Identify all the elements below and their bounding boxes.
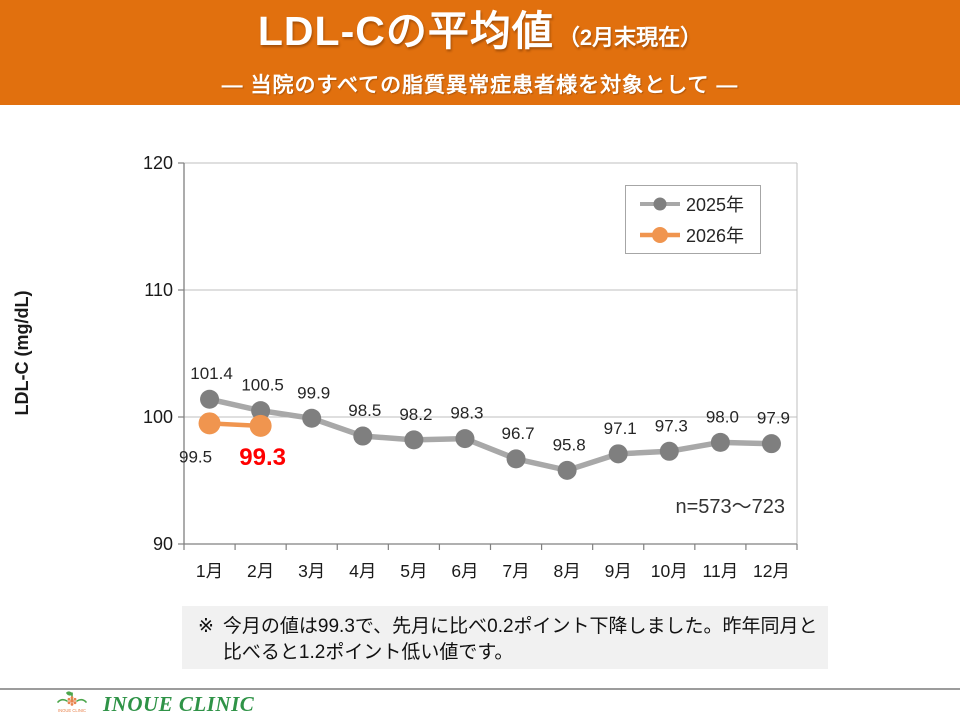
svg-text:97.1: 97.1 — [604, 419, 637, 438]
svg-text:96.7: 96.7 — [501, 424, 534, 443]
svg-text:99.9: 99.9 — [297, 383, 330, 402]
clinic-name: INOUE CLINIC — [103, 692, 255, 716]
page-title-main: LDL-Cの平均値 — [257, 8, 554, 54]
svg-text:120: 120 — [143, 153, 173, 173]
legend-label-2025: 2025年 — [686, 195, 745, 215]
note-line1: 今月の値は99.3で、先月に比べ0.2ポイント下降しました。昨年同月と — [222, 616, 818, 637]
page-subtitle: ― 当院のすべての脂質異常症患者様を対象として ― — [221, 74, 739, 97]
chart-legend: 2025年 2026年 — [625, 185, 761, 254]
svg-text:7月: 7月 — [502, 561, 529, 581]
svg-text:98.0: 98.0 — [706, 407, 739, 426]
svg-text:11月: 11月 — [703, 561, 739, 581]
y-axis-title: LDL-C (mg/dL) — [12, 290, 32, 416]
svg-text:5月: 5月 — [400, 561, 427, 581]
legend-swatch-orange — [640, 227, 680, 243]
logo-caption: INOUE CLINIC — [58, 708, 86, 713]
svg-text:12月: 12月 — [753, 561, 790, 581]
svg-text:2月: 2月 — [247, 561, 274, 581]
page-title: LDL-Cの平均値 （2月末現在） — [0, 6, 960, 66]
svg-text:98.5: 98.5 — [348, 401, 381, 420]
svg-text:100.5: 100.5 — [241, 376, 284, 395]
svg-text:10月: 10月 — [651, 561, 688, 581]
header-banner: LDL-Cの平均値 （2月末現在） ― 当院のすべての脂質異常症患者様を対象として… — [0, 0, 960, 105]
svg-text:95.8: 95.8 — [553, 435, 586, 454]
note-box: ※ 今月の値は99.3で、先月に比べ0.2ポイント下降しました。昨年同月と 比べ… — [182, 606, 828, 669]
svg-text:6月: 6月 — [451, 561, 478, 581]
sample-size-label: n=573～723 — [675, 496, 785, 518]
page-title-suffix: （2月末現在） — [557, 25, 703, 50]
svg-text:97.3: 97.3 — [655, 416, 688, 435]
legend-label-2026: 2026年 — [686, 226, 745, 246]
svg-text:98.2: 98.2 — [399, 405, 432, 424]
svg-text:98.3: 98.3 — [450, 404, 483, 423]
svg-text:99.3: 99.3 — [239, 444, 286, 471]
svg-text:110: 110 — [144, 280, 173, 300]
note-line2: 比べると1.2ポイント低い値です。 — [222, 642, 514, 663]
svg-text:97.9: 97.9 — [757, 409, 790, 428]
footer-divider — [0, 688, 960, 690]
svg-text:4月: 4月 — [349, 561, 376, 581]
svg-text:100: 100 — [143, 407, 173, 427]
svg-text:3月: 3月 — [298, 561, 325, 581]
legend-item-2026: 2026年 — [638, 222, 760, 248]
svg-text:1月: 1月 — [196, 561, 223, 581]
svg-text:8月: 8月 — [554, 561, 581, 581]
legend-swatch-gray — [640, 197, 680, 211]
svg-text:90: 90 — [153, 534, 173, 554]
ldl-chart: 90 100 110 120 1月 2月 3月 4月 5月 6月 7月 8月 9月 10月 11月 12月 10… — [0, 105, 960, 600]
note-text: 今月の値は99.3で、先月に比べ0.2ポイント下降しました。昨年同月と 比べると… — [223, 614, 818, 669]
svg-text:99.5: 99.5 — [179, 447, 212, 466]
svg-text:9月: 9月 — [605, 561, 632, 581]
legend-item-2025: 2025年 — [638, 191, 760, 217]
chart-plot-area: 90 100 110 120 1月 2月 3月 4月 5月 6月 7月 8月 9月 10月 11月 12月 10… — [143, 153, 798, 581]
svg-text:101.4: 101.4 — [190, 364, 233, 383]
clinic-logo-icon: INOUE CLINIC — [57, 691, 87, 713]
note-marker: ※ — [198, 616, 214, 637]
